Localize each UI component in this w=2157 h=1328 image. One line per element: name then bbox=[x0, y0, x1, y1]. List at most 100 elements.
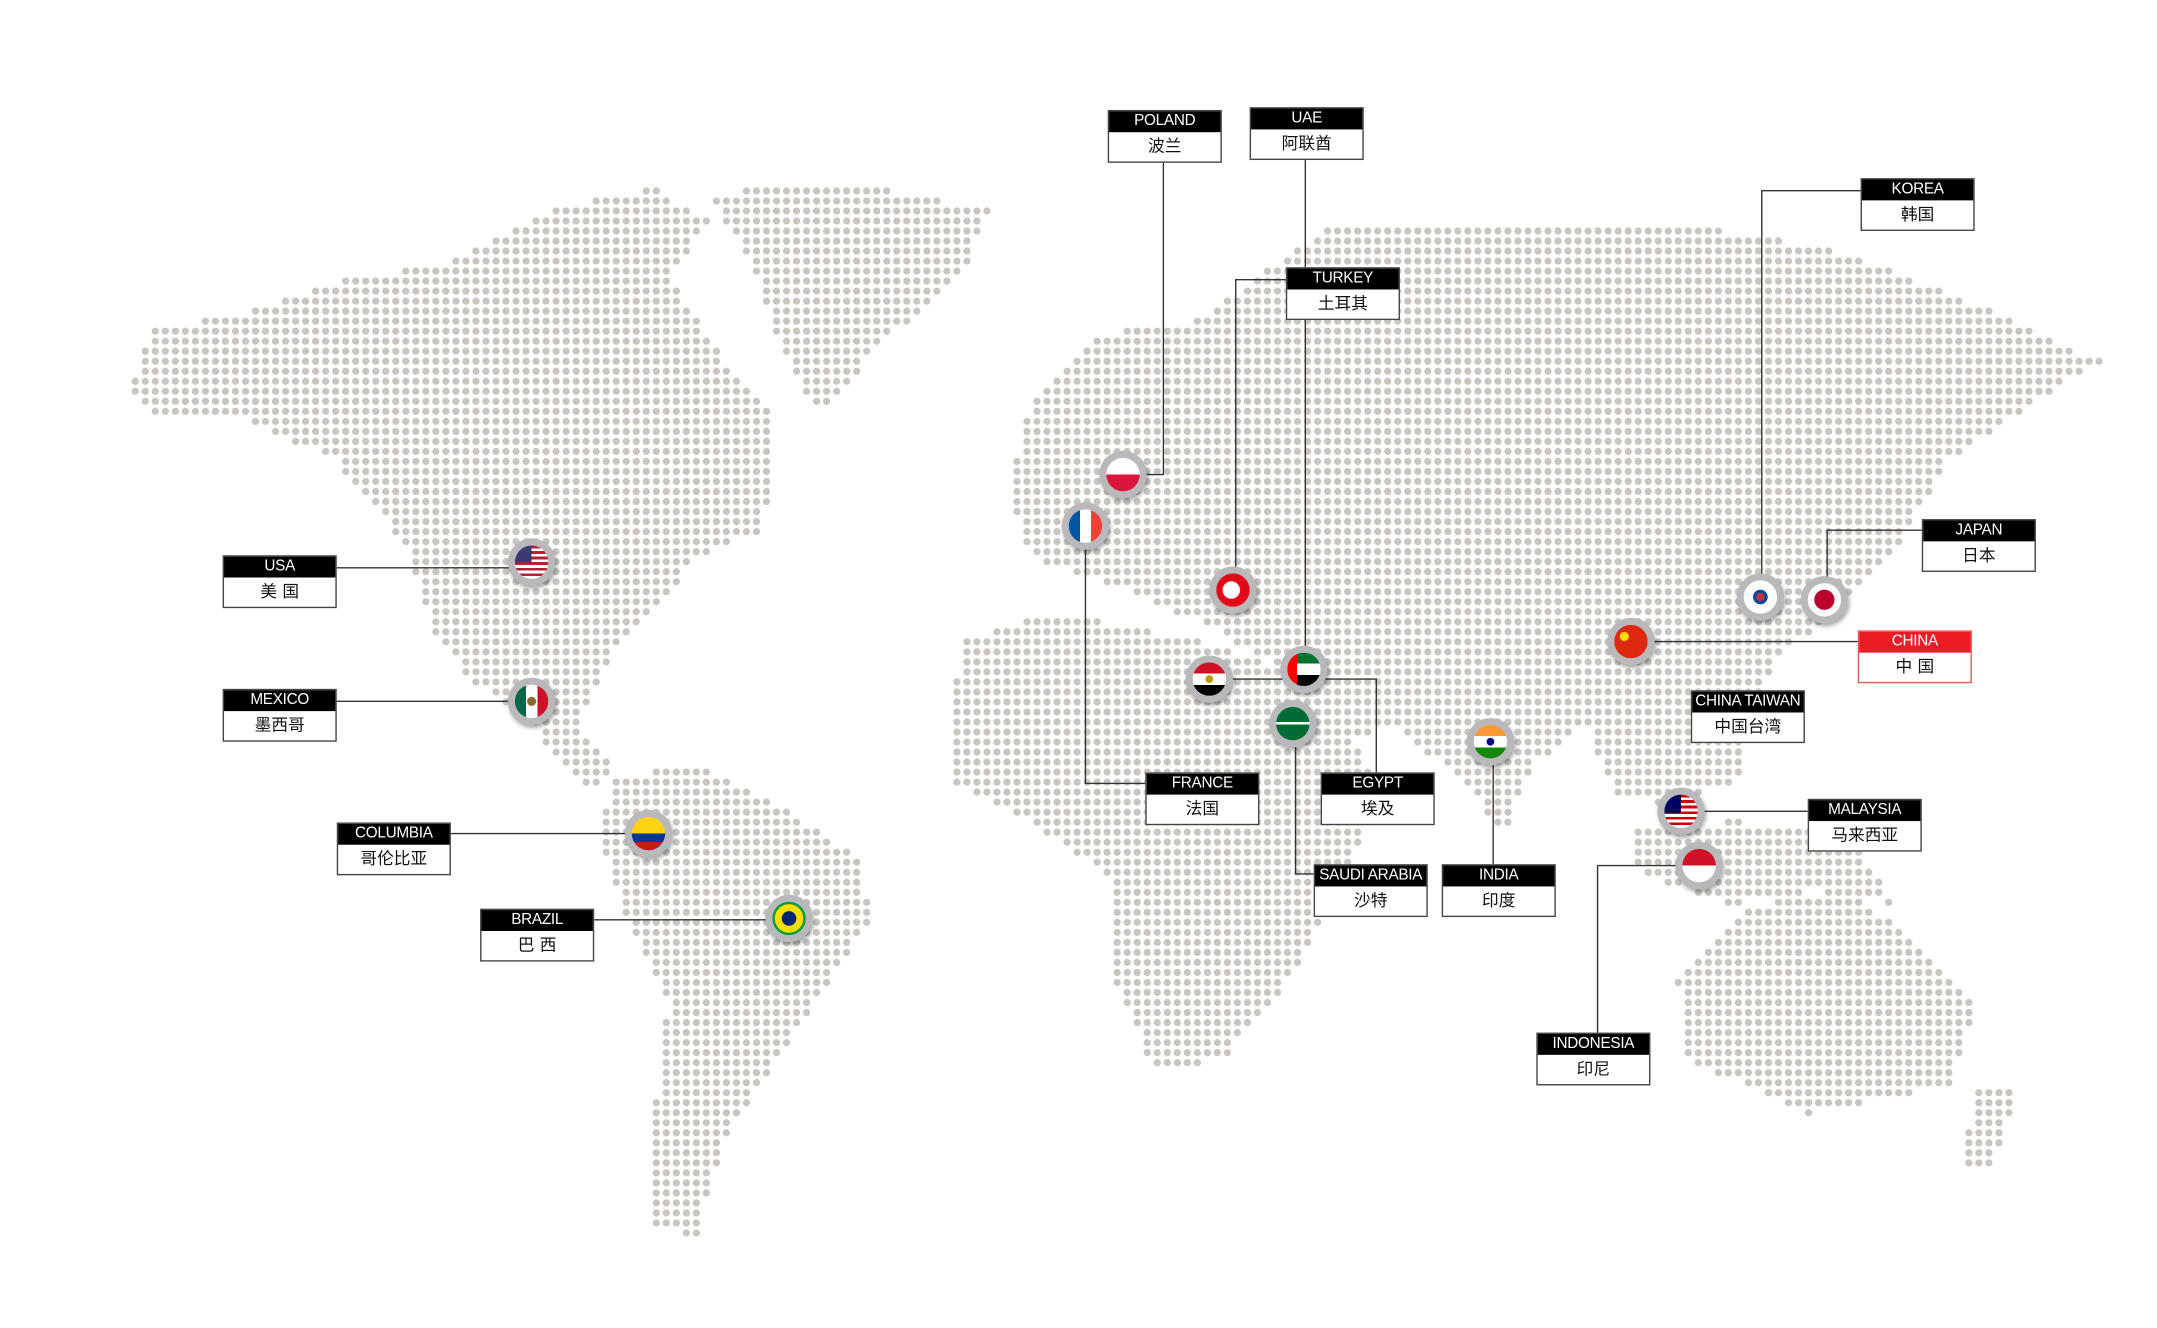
map-dot bbox=[542, 277, 550, 285]
map-dot bbox=[1354, 237, 1362, 245]
map-dot bbox=[552, 217, 560, 225]
map-dot bbox=[843, 217, 851, 225]
map-dot bbox=[1464, 267, 1472, 275]
map-dot bbox=[752, 267, 761, 275]
map-dot bbox=[782, 307, 791, 315]
map-dot bbox=[863, 257, 871, 265]
map-dot bbox=[552, 277, 560, 285]
map-dot bbox=[1494, 287, 1502, 295]
map-dot bbox=[452, 277, 460, 285]
map-dot bbox=[662, 207, 670, 215]
map-dot bbox=[1824, 257, 1833, 265]
map-dot bbox=[1384, 237, 1392, 245]
map-dot bbox=[542, 287, 550, 295]
map-dot bbox=[913, 287, 921, 295]
map-dot bbox=[833, 187, 841, 195]
map-dot bbox=[1594, 247, 1602, 255]
map-dot bbox=[1424, 247, 1432, 255]
map-dot bbox=[562, 257, 570, 265]
map-dot bbox=[843, 187, 851, 195]
map-dot bbox=[1414, 257, 1422, 265]
map-dot bbox=[1634, 267, 1642, 275]
map-dot bbox=[752, 227, 761, 235]
map-dot bbox=[562, 247, 570, 255]
map-dot bbox=[532, 287, 540, 295]
map-dot bbox=[532, 297, 540, 305]
map-dot bbox=[762, 287, 771, 295]
map-dot bbox=[1784, 247, 1793, 255]
map-dot bbox=[782, 297, 791, 305]
map-dot bbox=[1554, 257, 1562, 265]
map-dot bbox=[652, 257, 660, 265]
map-dot bbox=[853, 187, 861, 195]
map-dot bbox=[1724, 247, 1732, 255]
map-dot bbox=[873, 227, 881, 235]
map-dot bbox=[1404, 227, 1412, 235]
map-dot bbox=[602, 257, 610, 265]
map-dot bbox=[362, 297, 370, 305]
map-dot bbox=[1834, 267, 1843, 275]
map-dot bbox=[582, 297, 590, 305]
map-dot bbox=[822, 267, 831, 275]
map-dot bbox=[672, 247, 680, 255]
map-dot bbox=[1744, 287, 1753, 295]
map-dot bbox=[903, 217, 911, 225]
map-dot bbox=[602, 237, 610, 245]
map-dot bbox=[1844, 277, 1853, 285]
map-dot bbox=[1474, 247, 1482, 255]
map-dot bbox=[1484, 247, 1492, 255]
map-dot bbox=[762, 207, 771, 215]
map-dot bbox=[913, 307, 921, 315]
map-dot bbox=[1414, 227, 1422, 235]
map-dot bbox=[642, 187, 650, 195]
map-dot bbox=[1464, 287, 1472, 295]
map-dot bbox=[812, 207, 821, 215]
map-dot bbox=[1734, 247, 1743, 255]
map-dot bbox=[562, 267, 570, 275]
map-dot bbox=[833, 207, 841, 215]
map-dot bbox=[562, 297, 570, 305]
map-dot bbox=[833, 197, 841, 205]
map-dot bbox=[1694, 227, 1702, 235]
map-dot bbox=[833, 277, 841, 285]
map-dot bbox=[462, 257, 470, 265]
map-dot bbox=[462, 267, 470, 275]
map-dot bbox=[472, 257, 480, 265]
map-dot bbox=[953, 267, 961, 275]
map-dot bbox=[612, 227, 620, 235]
map-dot bbox=[512, 247, 520, 255]
map-dot bbox=[1534, 227, 1542, 235]
map-dot bbox=[552, 247, 560, 255]
map-dot bbox=[652, 227, 660, 235]
map-dot bbox=[1404, 247, 1412, 255]
map-dot bbox=[592, 257, 600, 265]
map-dot bbox=[372, 277, 380, 285]
map-dot bbox=[1855, 267, 1863, 275]
map-dot bbox=[1624, 227, 1632, 235]
map-dot bbox=[522, 237, 530, 245]
map-dot bbox=[1624, 247, 1632, 255]
map-dot bbox=[1624, 287, 1632, 295]
map-dot bbox=[1814, 287, 1823, 295]
map-dot bbox=[592, 267, 600, 275]
map-dot bbox=[903, 307, 911, 315]
map-dot bbox=[662, 307, 670, 315]
map-dot bbox=[742, 247, 751, 255]
map-dot bbox=[863, 237, 871, 245]
map-dot bbox=[622, 207, 630, 215]
map-dot bbox=[1293, 247, 1302, 255]
map-dot bbox=[1734, 287, 1743, 295]
map-dot bbox=[863, 287, 871, 295]
map-dot bbox=[281, 307, 290, 315]
map-dot bbox=[1514, 247, 1522, 255]
map-dot bbox=[1584, 287, 1592, 295]
map-dot bbox=[512, 257, 520, 265]
map-dot bbox=[1434, 267, 1442, 275]
map-dot bbox=[1424, 287, 1432, 295]
map-dot bbox=[913, 247, 921, 255]
map-dot bbox=[762, 257, 771, 265]
map-dot bbox=[712, 197, 721, 205]
map-dot bbox=[1444, 257, 1452, 265]
map-dot bbox=[452, 297, 460, 305]
map-dot bbox=[772, 277, 781, 285]
